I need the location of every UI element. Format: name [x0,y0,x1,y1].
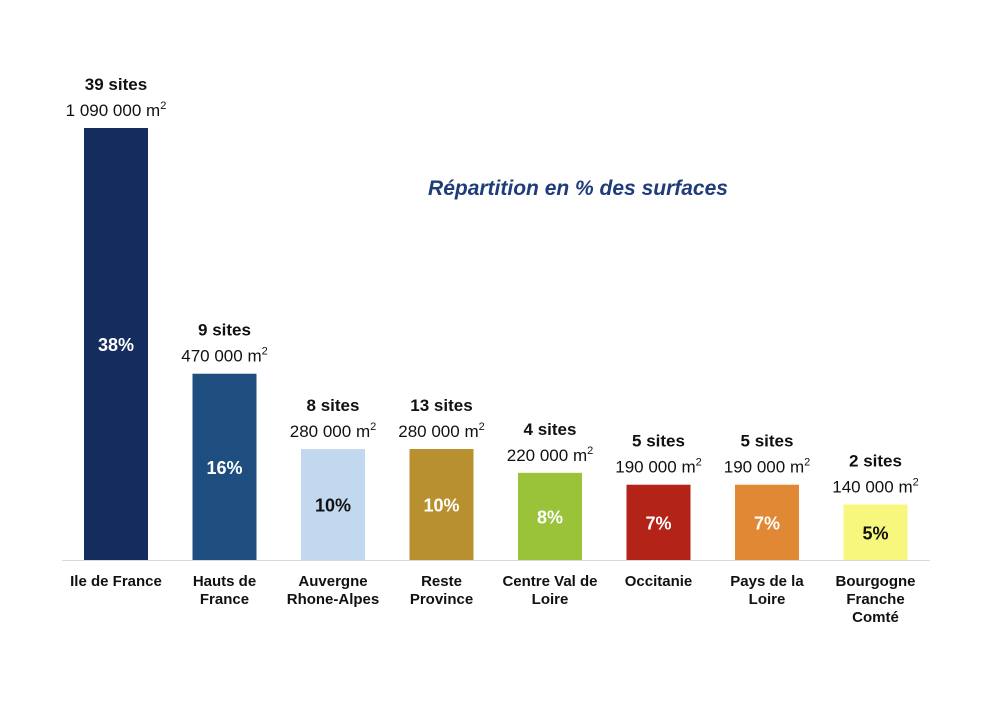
category-label-line: France [200,591,249,608]
surface-value: 140 000 [832,478,893,497]
bar-percent-label: 8% [537,507,563,527]
bar [84,128,148,560]
surface-unit-superscript: 2 [160,100,166,112]
chart-title: Répartition en % des surfaces [428,177,728,200]
category-label-line: Bourgogne [836,573,916,590]
surface-value: 190 000 [724,458,785,477]
bar [518,472,582,560]
category-label: Centre Val de Loire [502,573,597,608]
category-label-line: Province [410,591,473,608]
surface-unit-superscript: 2 [370,421,376,433]
bar-percent-label: 16% [206,458,242,478]
category-label: Reste Province [410,573,473,608]
surface-unit-superscript: 2 [696,457,702,469]
category-label: Auvergne Rhone-Alpes [287,573,380,608]
category-label-line: Loire [749,591,786,608]
sites-label: 2 sites [849,452,902,471]
sites-label: 5 sites [741,432,794,451]
surface-unit: m [894,478,913,497]
surface-label: 1 090 000 m2 [66,100,167,120]
bar [301,449,365,560]
sites-label: 4 sites [524,420,577,439]
category-label: Bourgogne Franche Comté [836,573,916,626]
category-label-line: Hauts de [193,573,256,590]
bar [192,373,257,560]
surface-value: 1 090 000 [66,101,142,120]
bar [843,504,908,560]
category-label-line: Pays de la [730,573,804,590]
surface-label: 190 000 m2 [615,457,701,477]
surface-unit-superscript: 2 [479,421,485,433]
surface-label: 140 000 m2 [832,477,918,497]
sites-label: 8 sites [307,396,360,415]
surface-unit: m [785,458,804,477]
surface-label: 470 000 m2 [181,346,267,366]
bar-percent-label: 5% [862,523,888,543]
sites-label: 39 sites [85,75,147,94]
category-label-line: Reste [421,573,462,590]
sites-label: 5 sites [632,432,685,451]
category-label: Occitanie [625,573,693,590]
surface-value: 470 000 [181,347,242,366]
category-label-line: Auvergne [298,573,367,590]
category-label: Pays de la Loire [730,573,804,608]
surface-unit-superscript: 2 [587,445,593,457]
surface-value: 190 000 [615,458,676,477]
category-label-line: Rhone-Alpes [287,591,380,608]
surface-unit-superscript: 2 [913,477,919,489]
surface-value: 280 000 [290,422,351,441]
surface-label: 190 000 m2 [724,457,810,477]
bar [626,484,691,560]
surface-unit: m [460,422,479,441]
bar-percent-label: 38% [98,335,134,355]
bar-percent-label: 10% [315,496,351,516]
surface-unit: m [243,347,262,366]
bar-percent-label: 7% [645,513,671,533]
surface-unit-superscript: 2 [804,457,810,469]
surface-value: 220 000 [507,446,568,465]
sites-label: 13 sites [410,396,472,415]
bar [409,449,474,560]
category-label-line: Comté [852,609,899,626]
surface-unit: m [677,458,696,477]
bar-percent-label: 10% [423,496,459,516]
bar [735,484,799,560]
surface-label: 220 000 m2 [507,445,593,465]
sites-label: 9 sites [198,321,251,340]
surface-label: 280 000 m2 [398,421,484,441]
category-label-line: Franche [846,591,904,608]
category-label-line: Occitanie [625,573,693,590]
category-label-line: Centre Val de [502,573,597,590]
surface-value: 280 000 [398,422,459,441]
category-label-line: Ile de France [70,573,162,590]
surface-unit: m [141,101,160,120]
surface-label: 280 000 m2 [290,421,376,441]
bar-percent-label: 7% [754,513,780,533]
category-label: Hauts de France [193,573,256,608]
surface-unit: m [568,446,587,465]
category-label: Ile de France [70,573,162,590]
category-label-line: Loire [532,591,569,608]
surface-unit-superscript: 2 [262,346,268,358]
surface-unit: m [351,422,370,441]
